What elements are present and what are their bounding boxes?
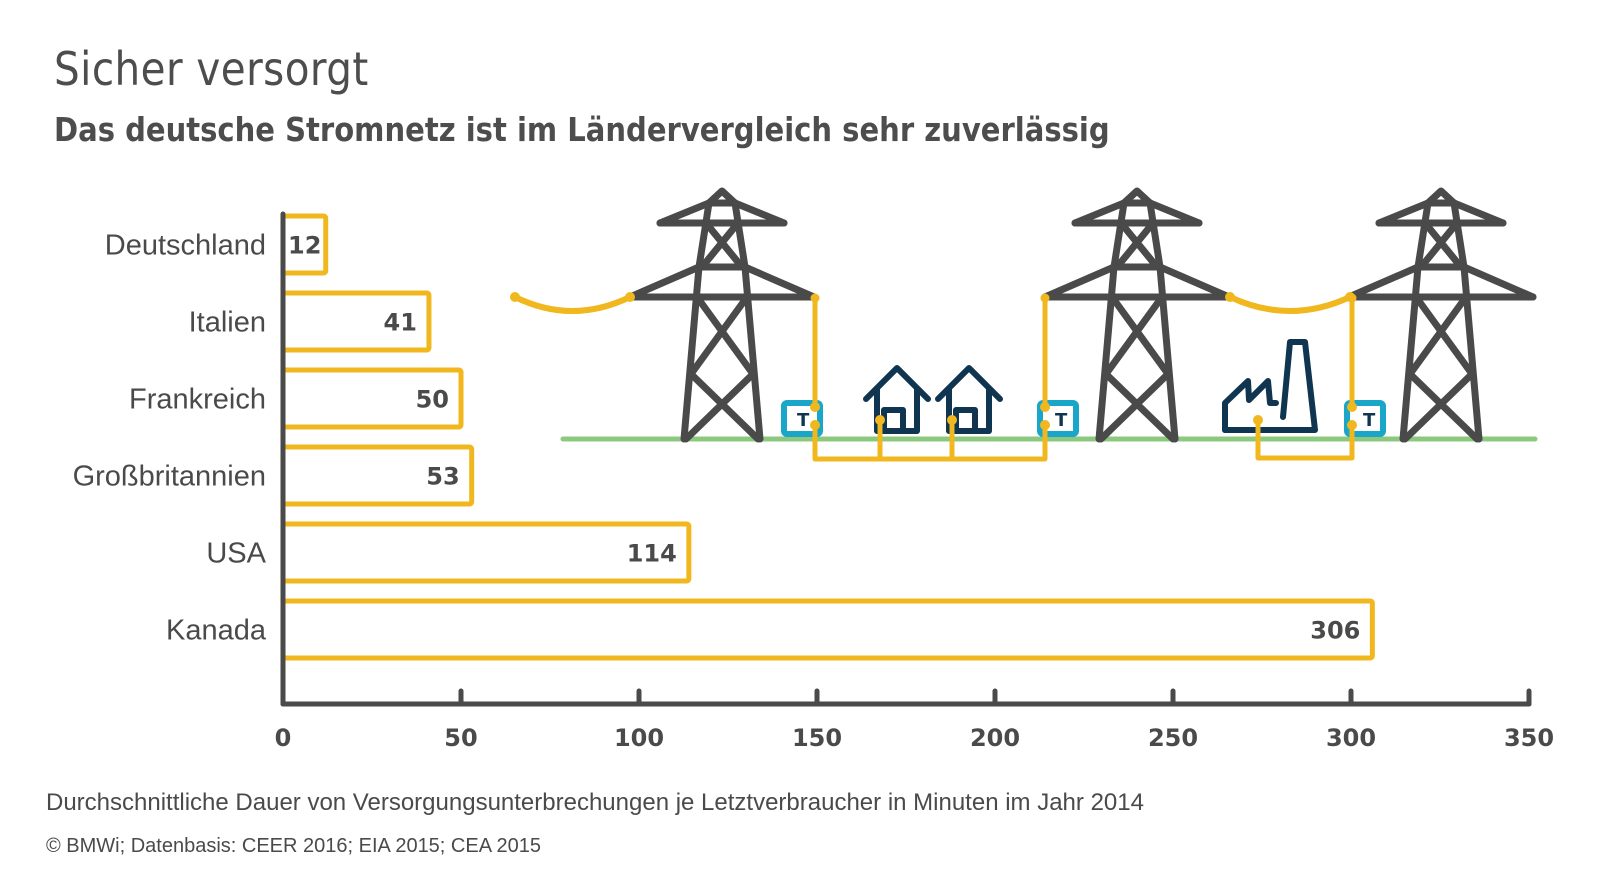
x-tick-label: 200 [970, 724, 1020, 752]
category-label: Frankreich [129, 384, 266, 416]
category-label: Kanada [166, 615, 267, 647]
wire-nodes [810, 293, 1357, 430]
svg-text:T: T [1363, 410, 1376, 431]
x-tick-label: 300 [1326, 724, 1376, 752]
factory-icon [1222, 339, 1318, 433]
value-label: 12 [288, 232, 321, 260]
value-label: 53 [426, 463, 459, 491]
x-tick-label: 350 [1504, 724, 1554, 752]
transformer-icon: T [1040, 403, 1076, 434]
chart-subtitle: Das deutsche Stromnetz ist im Länderverg… [54, 110, 1110, 149]
bar-series: Deutschland 12 Italien 41 Frankreich 50 Großbr… [73, 213, 1375, 661]
category-label: Italien [189, 307, 266, 339]
x-axis-ticks: 0 50 100 150 200 250 300 350 [275, 688, 1554, 752]
svg-text:T: T [797, 410, 810, 431]
category-label: Großbritannien [73, 461, 266, 493]
value-label: 50 [416, 386, 449, 414]
svg-text:T: T [1055, 410, 1068, 431]
transformer-wires [812, 395, 1355, 440]
value-label: 41 [384, 309, 417, 337]
x-tick-label: 250 [1148, 724, 1198, 752]
distribution-wiring [812, 294, 1355, 462]
value-label: 114 [627, 540, 677, 568]
x-axis-caption: Durchschnittliche Dauer von Versorgungsu… [46, 789, 1144, 816]
x-tick-label: 50 [444, 724, 477, 752]
x-tick-label: 100 [614, 724, 664, 752]
source-note: © BMWi; Datenbasis: CEER 2016; EIA 2015;… [46, 835, 541, 857]
transformer-icon: T [784, 403, 820, 434]
overhead-cables [512, 294, 1353, 314]
value-label: 306 [1310, 617, 1360, 645]
bar [280, 598, 1375, 661]
x-tick-label: 0 [275, 724, 292, 752]
category-label: Deutschland [105, 230, 266, 262]
chart-title: Sicher versorgt [54, 42, 369, 96]
category-label: USA [206, 538, 266, 570]
x-tick-label: 150 [792, 724, 842, 752]
transformer-icon: T [1347, 403, 1383, 434]
